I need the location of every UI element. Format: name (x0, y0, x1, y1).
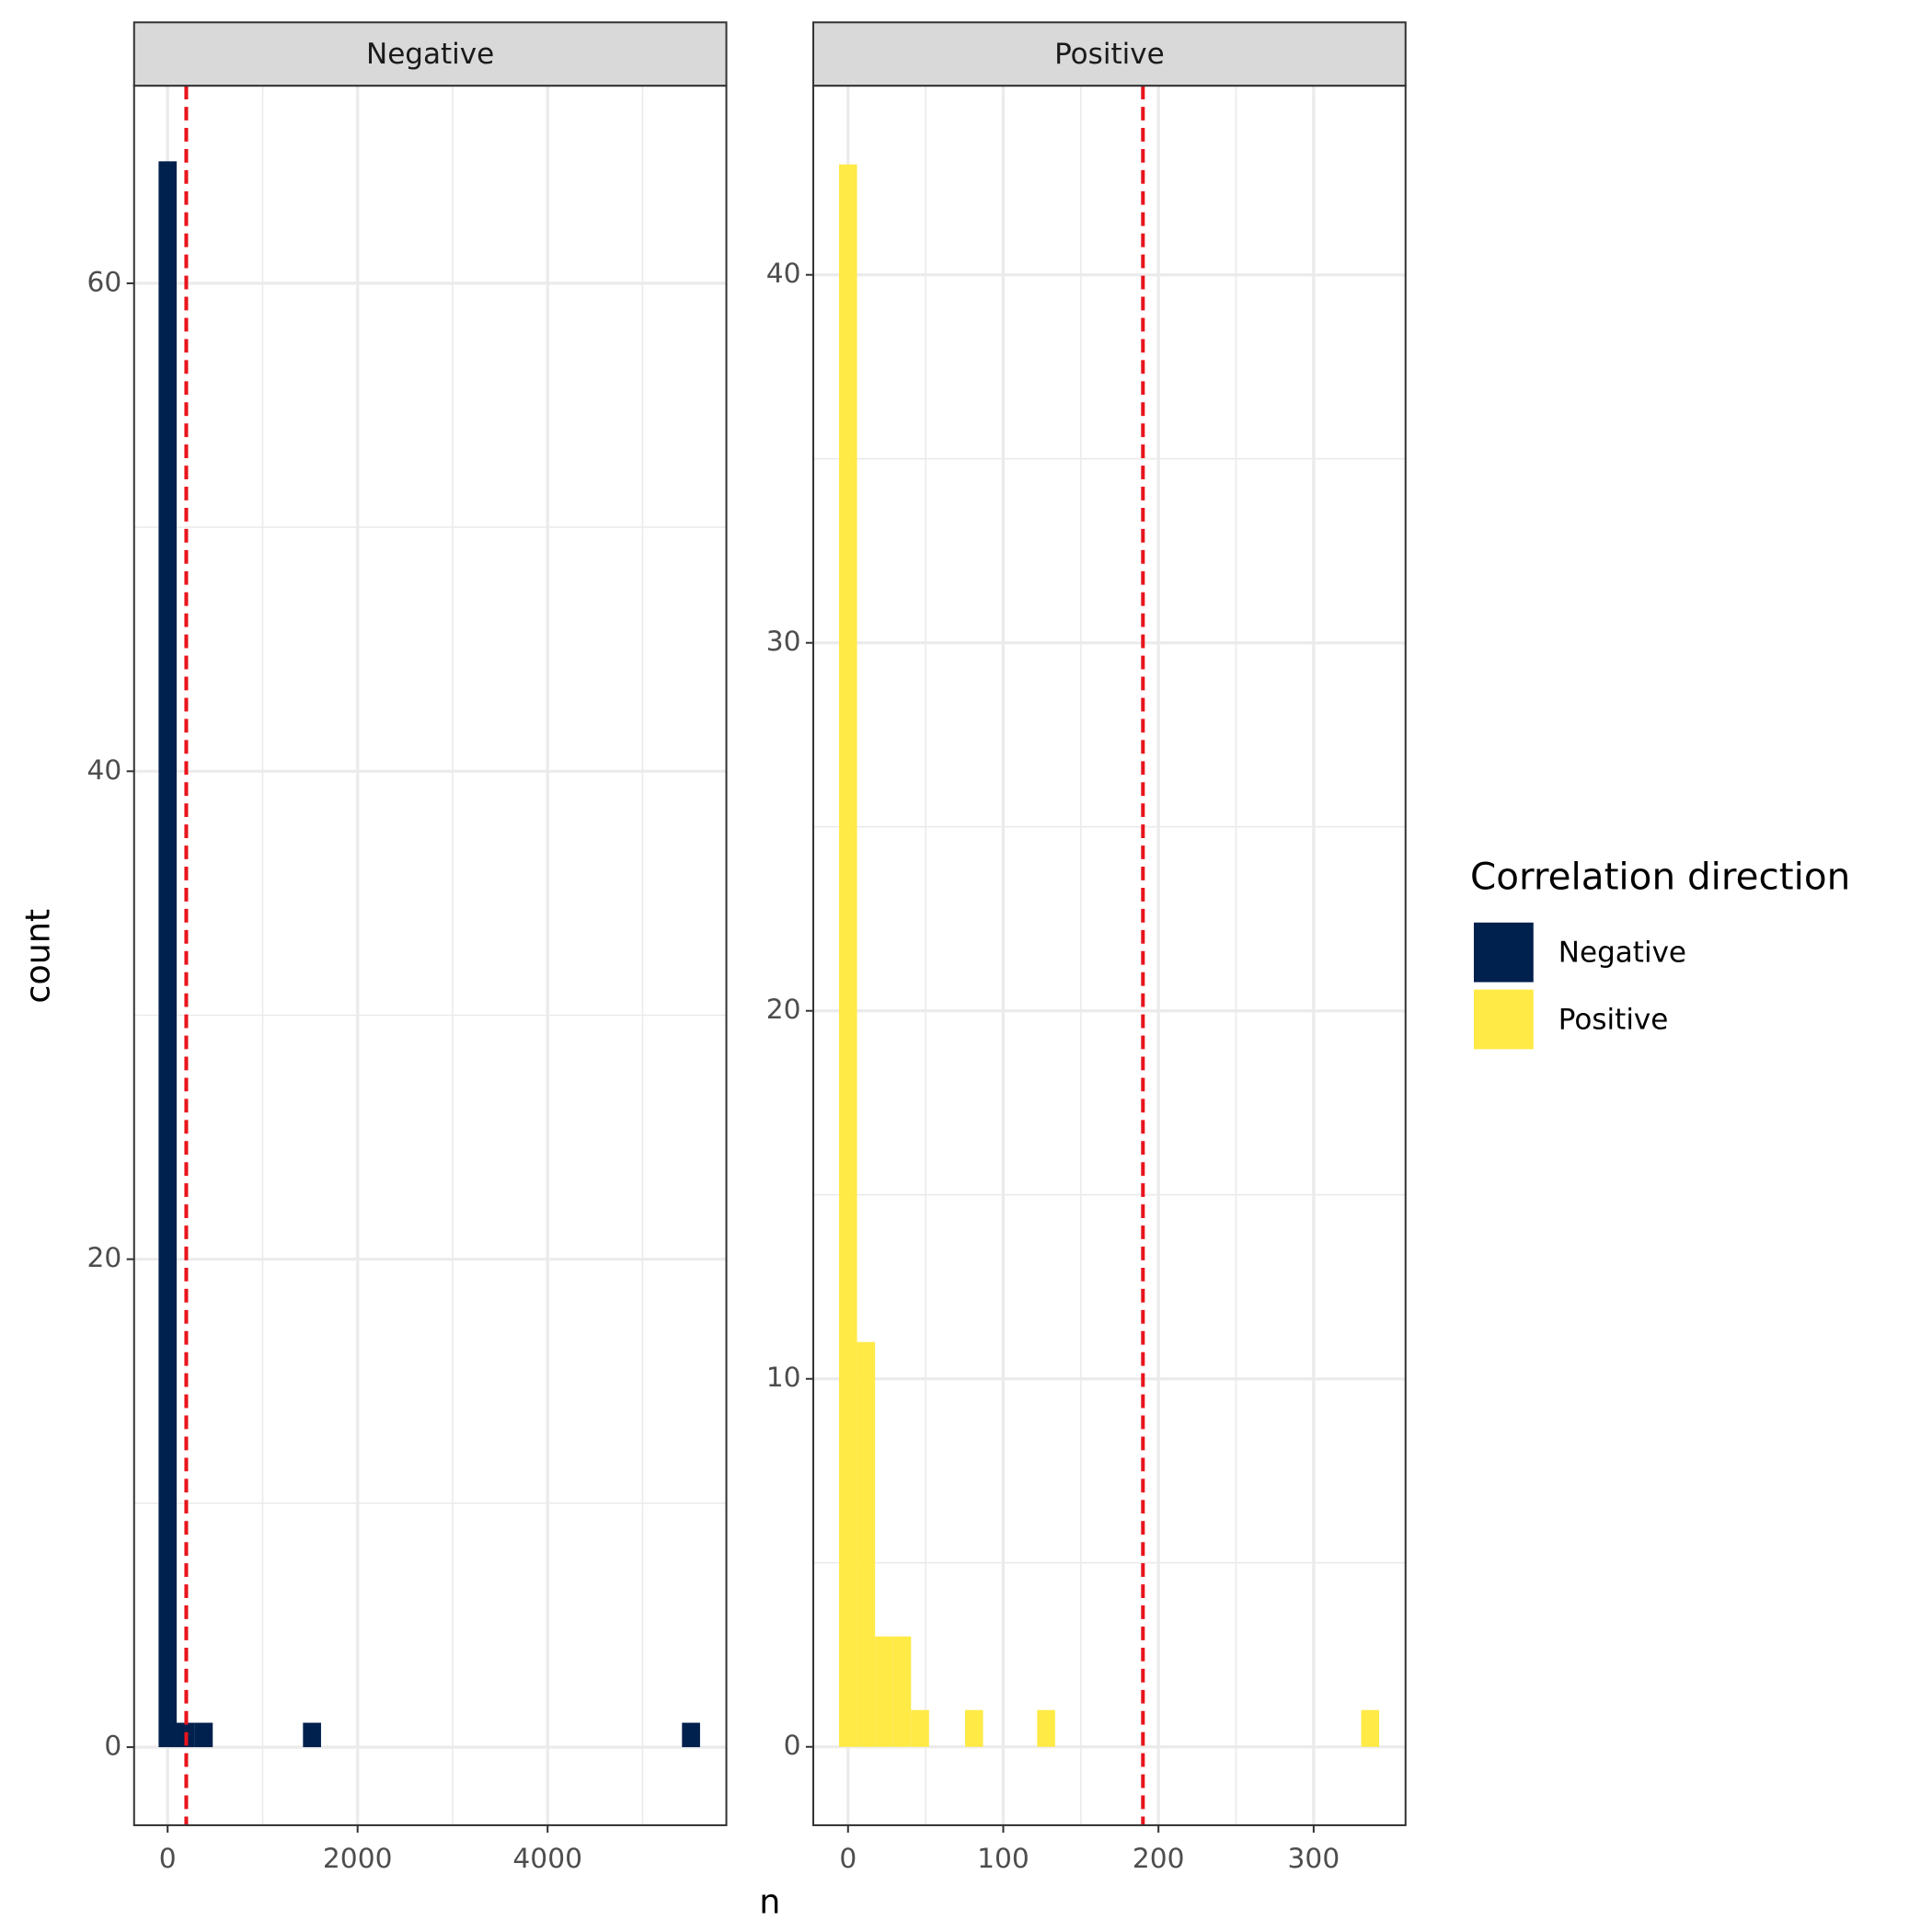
legend-swatch (1473, 922, 1534, 983)
x-tick-label: 0 (839, 1843, 857, 1875)
bar (1037, 1709, 1055, 1747)
y-tick-label: 0 (784, 1730, 801, 1762)
x-tick-label: 300 (1288, 1843, 1340, 1875)
y-tick-label: 40 (86, 754, 121, 787)
legend-title: Correlation direction (1470, 855, 1850, 899)
y-tick-label: 40 (766, 258, 801, 290)
y-tick-label: 60 (86, 266, 121, 298)
y-tick-label: 0 (104, 1731, 121, 1763)
x-tick-label: 2000 (323, 1843, 393, 1875)
legend-entry: Negative (1558, 937, 1686, 970)
legend-entry: Positive (1558, 1003, 1669, 1036)
bar (1361, 1709, 1380, 1747)
y-tick-label: 20 (86, 1242, 121, 1274)
strip (811, 21, 1407, 87)
x-axis-title: n (759, 1881, 780, 1921)
bar (911, 1709, 929, 1747)
bar (682, 1722, 700, 1748)
bar (875, 1636, 893, 1747)
y-tick-label: 10 (766, 1362, 801, 1394)
y-tick-label: 30 (766, 626, 801, 658)
y-tick-label: 20 (766, 994, 801, 1026)
strip (132, 21, 728, 87)
x-tick-label: 0 (159, 1843, 177, 1875)
bar (303, 1722, 321, 1748)
bar (964, 1709, 983, 1747)
bar (857, 1341, 876, 1747)
x-tick-label: 100 (977, 1843, 1029, 1875)
y-axis-title: count (18, 909, 58, 1004)
bar (892, 1636, 912, 1747)
strip-label: Negative (366, 38, 494, 71)
strip-label: Positive (1054, 38, 1165, 71)
x-tick-label: 200 (1133, 1843, 1185, 1875)
panel-background (133, 86, 727, 1825)
x-tick-label: 4000 (512, 1843, 582, 1875)
bar (158, 161, 178, 1748)
bar (839, 164, 857, 1747)
bar (194, 1722, 213, 1748)
legend-swatch (1473, 989, 1534, 1050)
panel-background (812, 86, 1406, 1825)
